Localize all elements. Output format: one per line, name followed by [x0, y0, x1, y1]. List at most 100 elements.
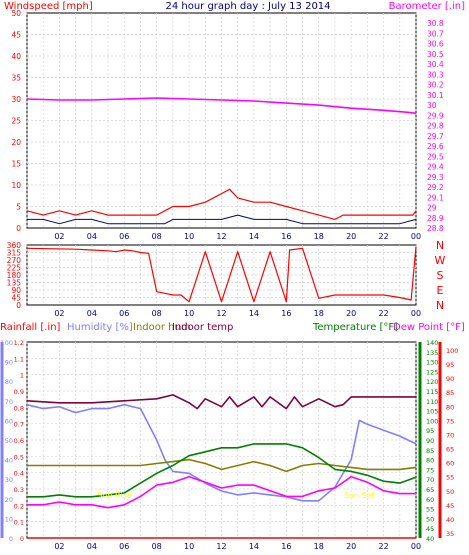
panel-3-ytick-dew: 90	[446, 375, 454, 383]
panel-1-ytick-right: 30.5	[427, 50, 444, 59]
panel-2-ytick: 225	[7, 264, 22, 273]
panel-3-ytick-dew: 55	[446, 474, 454, 482]
windspeed-line	[26, 188, 417, 220]
panel-1-ytick-right: 28.9	[427, 214, 444, 223]
panel-3-ytick-rain: 0	[20, 535, 24, 543]
panel-1-ylabel-left: Windspeed [mph]	[4, 1, 93, 12]
panel-2-xtick: 22	[378, 309, 388, 318]
panel-1-xtick: 08	[152, 232, 162, 241]
panel-3-ytick-rain: 0.7	[14, 421, 24, 429]
panel-3-ytick-dew: 70	[446, 431, 454, 439]
panel-3-series-indoor-temp	[26, 394, 416, 410]
panel-3-ytick-temp: 65	[426, 486, 434, 494]
panel-1-ytick-right: 30.3	[427, 70, 444, 79]
panel-1-xtick: 10	[184, 232, 194, 241]
panel-1-ytick-left: 15	[11, 160, 21, 169]
panel-1-ytick-right: 29.2	[427, 183, 444, 192]
panel-3-ytick-temp: 60	[426, 496, 434, 504]
panel-1-xtick: 18	[314, 232, 324, 241]
panel-3-series-humidity-	[26, 403, 417, 502]
panel-3-ytick-rain: 0.5	[14, 453, 24, 461]
panel-3-ytick-temp: 135	[426, 349, 438, 357]
panel-1-ytick-left: 25	[11, 117, 21, 126]
panel-3-ytick-dew: 75	[446, 417, 454, 425]
panel-3-ytick-dew: 40	[446, 516, 454, 524]
panel-2-ytick: 135	[7, 279, 22, 288]
panel-1-ytick-left: 10	[11, 181, 21, 190]
panel-3-series-indoor-hum	[27, 458, 417, 473]
panel-1-ytick-right: 30.8	[427, 19, 444, 28]
panel-3-ylabel-dewpoint: Dew Point [°F]	[393, 322, 465, 333]
panel-2-ytick: 0	[16, 301, 21, 310]
panel-3-ytick-temp: 125	[426, 368, 438, 376]
panel-3-ytick-temp: 45	[426, 525, 434, 533]
panel-1-ytick-right: 29	[427, 204, 437, 213]
panel-3-ytick-dew: 95	[446, 361, 454, 369]
panel-2-ytick: 270	[7, 256, 22, 265]
panel-3-ytick-dew: 80	[446, 403, 454, 411]
panel-3-xtick: 16	[281, 542, 291, 551]
panel-3-xtick: 04	[87, 542, 97, 551]
panel-2-xtick: 14	[249, 309, 259, 318]
panel-3-xtick: 12	[216, 542, 226, 551]
panel-3-ytick-rain: 0.8	[14, 404, 24, 412]
panel-1-ytick-right: 29.8	[427, 122, 444, 131]
panel-2-ytick: 90	[11, 286, 21, 295]
panel-3-ytick-temp: 85	[426, 447, 434, 455]
panel-3-ytick-humidity: 0	[9, 535, 13, 543]
panel-1-ytick-left: 50	[11, 9, 21, 18]
panel-1-ytick-left: 20	[11, 138, 21, 147]
wind-direction-line	[26, 246, 417, 303]
panel-3-xtick: 20	[346, 542, 356, 551]
panel-1-xtick: 02	[54, 232, 64, 241]
compass-label-N: N	[436, 239, 444, 252]
panel-3-ytick-temp: 115	[426, 388, 438, 396]
chart-grids	[26, 13, 417, 538]
panel-3-ytick-dew: 85	[446, 389, 454, 397]
panel-1-ytick-right: 30.2	[427, 81, 444, 90]
panel-1-ytick-left: 45	[11, 31, 21, 40]
annotation-sun-rise: Sun Rise	[97, 491, 132, 500]
compass-label-W: W	[435, 254, 446, 267]
chart-title: 24 hour graph day : July 13 2014	[165, 1, 330, 12]
panel-1-ytick-right: 30.7	[427, 29, 444, 38]
panel-2-xtick: 08	[152, 309, 162, 318]
panel-3-ytick-rain: 1.2	[14, 339, 24, 347]
panel-3-ytick-dew: 50	[446, 488, 454, 496]
panel-3-ytick-temp: 50	[426, 515, 434, 523]
panel-1-ytick-right: 30	[427, 101, 437, 110]
panel-3-xtick: 06	[119, 542, 129, 551]
panel-3-series-temperature-f-	[27, 443, 417, 498]
panel-3-ytick-dew: 65	[446, 446, 454, 454]
panel-1-ytick-right: 29.7	[427, 132, 444, 141]
panel-3-ytick-rain: 0.3	[14, 486, 24, 494]
wind-gust-line	[27, 214, 417, 225]
panel-3-xtick: 00	[411, 542, 421, 551]
panel-3-ytick-humidity: 50	[5, 437, 13, 445]
panel-1-ytick-right: 29.5	[427, 152, 444, 161]
panel-3-xtick: 08	[152, 542, 162, 551]
panel-1-xtick: 00	[411, 232, 421, 241]
panel-1-xtick: 06	[119, 232, 129, 241]
panel-3-ytick-temp: 95	[426, 427, 434, 435]
panel-3-ytick-humidity: 30	[5, 476, 13, 484]
panel-3-xtick: 18	[314, 542, 324, 551]
panel-3-ytick-temp: 55	[426, 506, 434, 514]
panel-3-ytick-temp: 100	[426, 417, 438, 425]
panel-1-xtick: 20	[346, 232, 356, 241]
panel-2-ytick: 45	[11, 294, 21, 303]
panel-3-ytick-temp: 75	[426, 466, 434, 474]
panel-2-xtick: 06	[119, 309, 129, 318]
panel-2-ytick: 360	[7, 241, 22, 250]
panel-3-ytick-humidity: 10	[5, 515, 13, 523]
panel-2-xtick: 00	[411, 309, 421, 318]
compass-label-S: S	[437, 269, 444, 282]
panel-3-ylabel-left-3: Indoor temp	[172, 322, 233, 333]
panel-3-ytick-temp: 140	[426, 339, 438, 347]
panel-3-ytick-humidity: 90	[5, 359, 13, 367]
barometer-line	[26, 97, 417, 115]
panel-3-xtick: 10	[184, 542, 194, 551]
panel-1-xtick: 16	[281, 232, 291, 241]
panel-3-ytick-temp: 120	[426, 378, 438, 386]
